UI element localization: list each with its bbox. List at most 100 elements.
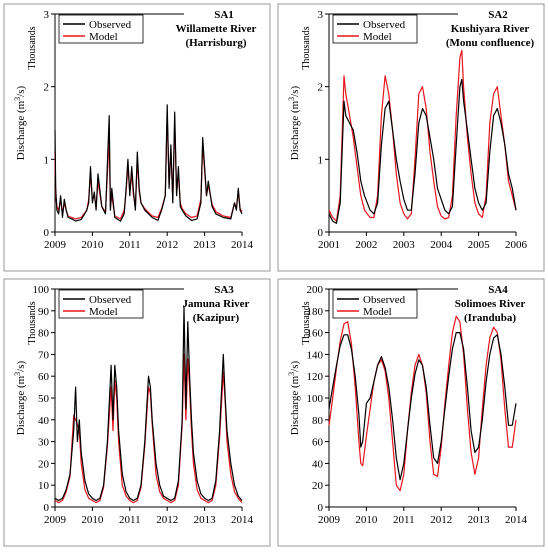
y-tick-label: 90	[38, 306, 50, 318]
y-tick-label: 3	[318, 9, 324, 21]
y-tick-label: 20	[38, 458, 50, 470]
series-line-observed	[328, 78, 517, 224]
station-site: (Iranduba)	[464, 312, 516, 324]
x-tick-label: 2002	[355, 239, 377, 251]
y-tick-label: 140	[307, 349, 324, 361]
legend-label-observed: Observed	[363, 294, 406, 306]
y-tick-label: 80	[312, 415, 324, 427]
y-tick-label: 0	[44, 502, 50, 514]
y-tick-label: 200	[307, 284, 324, 296]
y-tick-label: 60	[312, 437, 324, 449]
x-tick-label: 2014	[231, 514, 254, 526]
y-tick-label: 80	[38, 328, 50, 340]
chart-panel-sa2: 0 1 2 3 2001 2002 2003 2004 2005 2006 Discharge (m…	[274, 0, 548, 275]
y-tick-label: 160	[307, 328, 324, 340]
legend-label-model: Model	[363, 31, 392, 43]
x-tick-label: 2012	[156, 239, 178, 251]
series-line-observed	[328, 331, 517, 481]
series-line-observed	[54, 305, 243, 502]
legend-box	[58, 14, 144, 44]
x-tick-label: 2005	[468, 239, 491, 251]
y-unit-label: Thousands	[301, 301, 312, 344]
chart-panel-sa4: 0 20 40 60 80 100 120 140 160 180 200 2009 2010 2011 2…	[274, 275, 548, 550]
x-tick-label: 2013	[194, 514, 217, 526]
y-tick-label: 2	[318, 82, 324, 94]
y-unit-label: Thousands	[27, 26, 38, 69]
x-tick-label: 2009	[44, 239, 67, 251]
x-tick-label: 2004	[430, 239, 453, 251]
y-tick-label: 180	[307, 306, 324, 318]
x-tick-label: 2010	[81, 239, 104, 251]
y-tick-label: 30	[38, 437, 50, 449]
y-tick-label: 120	[307, 371, 324, 383]
x-tick-label: 2010	[81, 514, 104, 526]
y-tick-label: 0	[318, 502, 324, 514]
station-id: SA1	[214, 9, 234, 21]
legend-label-observed: Observed	[363, 19, 406, 31]
x-tick-label: 2012	[430, 514, 452, 526]
y-tick-label: 3	[44, 9, 50, 21]
legend-label-observed: Observed	[89, 19, 132, 31]
y-axis-label: Discharge (m3/s)	[287, 85, 302, 160]
y-tick-label: 100	[307, 393, 324, 405]
y-tick-label: 60	[38, 371, 50, 383]
legend-box	[332, 14, 418, 44]
panel-border	[3, 3, 271, 272]
station-name: Willamette River	[176, 23, 257, 35]
x-tick-label: 2013	[194, 239, 217, 251]
chart-sa2: 0 1 2 3 2001 2002 2003 2004 2005 2006 Discharge (m…	[277, 3, 545, 272]
x-tick-label: 2003	[393, 239, 416, 251]
y-tick-label: 20	[312, 480, 324, 492]
station-site: (Harrisburg)	[185, 37, 246, 49]
legend-box	[332, 289, 418, 319]
chart-sa4: 0 20 40 60 80 100 120 140 160 180 200 2009 2010 2011 2…	[277, 278, 545, 547]
chart-panel-sa3: 0 10 20 30 40 50 60 70 80 90 100 2009 2010 2011 2012 20…	[0, 275, 274, 550]
panel-border	[277, 3, 545, 272]
y-tick-label: 100	[33, 284, 50, 296]
y-unit-label: Thousands	[301, 26, 312, 69]
x-tick-label: 2011	[393, 514, 415, 526]
x-tick-label: 2006	[505, 239, 528, 251]
legend-box	[58, 289, 144, 319]
x-tick-label: 2014	[505, 514, 528, 526]
y-axis-label: Discharge (m3/s)	[13, 360, 28, 435]
station-id: SA4	[488, 284, 508, 296]
legend-label-observed: Observed	[89, 294, 132, 306]
legend-label-model: Model	[89, 306, 118, 318]
x-tick-label: 2011	[119, 239, 141, 251]
x-tick-label: 2009	[44, 514, 67, 526]
y-tick-label: 70	[38, 349, 50, 361]
x-tick-label: 2013	[468, 514, 491, 526]
series-line-model	[328, 49, 517, 222]
chart-sa3: 0 10 20 30 40 50 60 70 80 90 100 2009 2010 2011 2012 20…	[3, 278, 271, 547]
station-name: Solimoes River	[455, 298, 526, 310]
y-tick-label: 50	[38, 393, 50, 405]
legend-label-model: Model	[89, 31, 118, 43]
series-line-model	[54, 353, 243, 504]
series-line-observed	[54, 104, 243, 222]
series-line-model	[54, 115, 243, 220]
y-tick-label: 2	[44, 82, 50, 94]
station-name: Jamuna River	[183, 298, 250, 310]
x-tick-label: 2009	[318, 514, 341, 526]
station-site: (Kazipur)	[193, 312, 240, 324]
y-tick-label: 10	[38, 480, 50, 492]
station-id: SA2	[488, 9, 508, 21]
legend-label-model: Model	[363, 306, 392, 318]
y-axis-label: Discharge (m3/s)	[13, 85, 28, 160]
x-tick-label: 2014	[231, 239, 254, 251]
y-tick-label: 0	[318, 227, 324, 239]
y-tick-label: 0	[44, 227, 50, 239]
y-tick-label: 1	[318, 154, 324, 166]
panel-border	[277, 278, 545, 547]
station-name: Kushiyara River	[451, 23, 530, 35]
y-tick-label: 40	[312, 458, 324, 470]
x-tick-label: 2011	[119, 514, 141, 526]
x-tick-label: 2012	[156, 514, 178, 526]
y-tick-label: 1	[44, 154, 50, 166]
y-tick-label: 40	[38, 415, 50, 427]
